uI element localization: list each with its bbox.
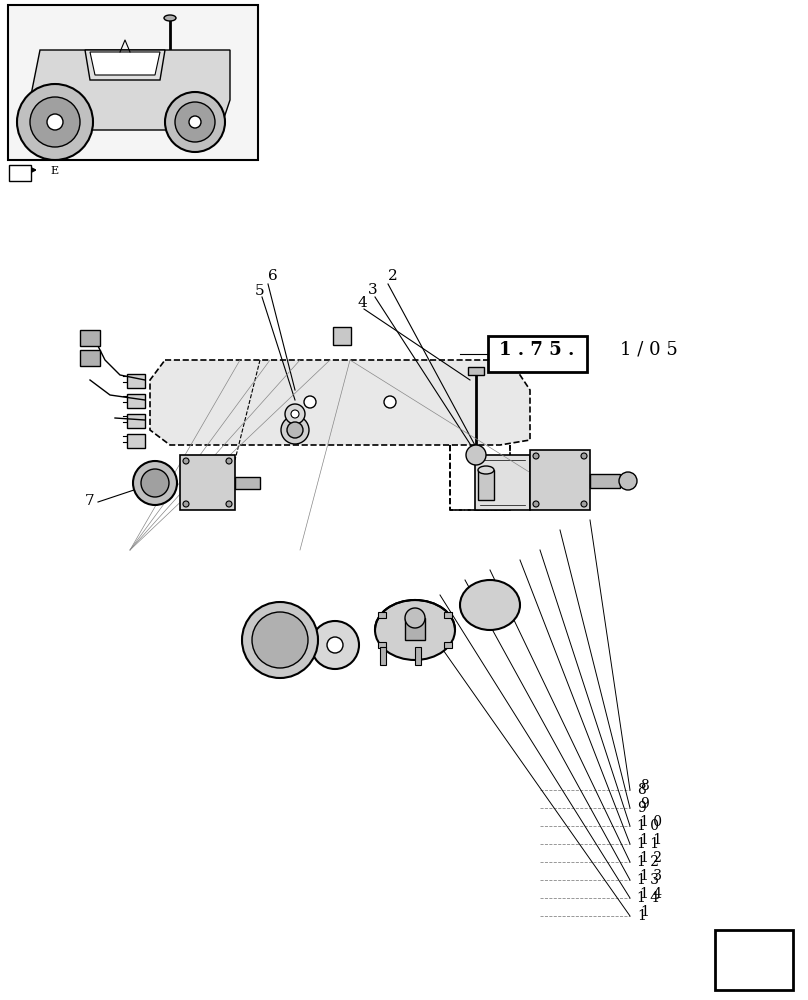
Circle shape <box>281 416 309 444</box>
Circle shape <box>304 396 316 408</box>
Circle shape <box>226 458 232 464</box>
Bar <box>590 474 620 488</box>
Bar <box>468 367 484 375</box>
Bar <box>180 455 235 510</box>
Circle shape <box>252 612 308 668</box>
Text: 1 4: 1 4 <box>640 887 662 901</box>
Circle shape <box>183 501 189 507</box>
Text: 1 0: 1 0 <box>637 819 659 833</box>
Circle shape <box>285 404 305 424</box>
Bar <box>127 434 145 448</box>
Text: 1 / 0 5: 1 / 0 5 <box>620 341 678 359</box>
Bar <box>415 647 421 665</box>
Circle shape <box>533 501 539 507</box>
Text: 1 1: 1 1 <box>640 833 662 847</box>
Text: 1 3: 1 3 <box>640 869 662 883</box>
Text: 6: 6 <box>268 269 278 283</box>
Text: E: E <box>50 166 58 176</box>
Text: 7: 7 <box>85 494 95 508</box>
Bar <box>444 642 452 648</box>
Circle shape <box>189 116 201 128</box>
Circle shape <box>141 469 169 497</box>
Circle shape <box>311 621 359 669</box>
Ellipse shape <box>460 580 520 630</box>
Circle shape <box>533 453 539 459</box>
Circle shape <box>17 84 93 160</box>
Text: 8: 8 <box>640 779 649 793</box>
FancyBboxPatch shape <box>488 336 587 372</box>
Circle shape <box>287 422 303 438</box>
FancyBboxPatch shape <box>9 165 31 181</box>
Text: 1 0: 1 0 <box>640 815 662 829</box>
Text: 1 1: 1 1 <box>637 837 659 851</box>
Circle shape <box>291 410 299 418</box>
Bar <box>127 414 145 428</box>
Bar <box>235 477 260 489</box>
Bar <box>80 330 100 346</box>
Polygon shape <box>150 360 530 445</box>
Circle shape <box>405 608 425 628</box>
Bar <box>127 394 145 408</box>
Text: 1 2: 1 2 <box>640 851 662 865</box>
Circle shape <box>30 97 80 147</box>
Text: 1 . 7 5 .: 1 . 7 5 . <box>499 341 574 359</box>
Circle shape <box>581 453 587 459</box>
Ellipse shape <box>164 15 176 21</box>
Bar <box>380 647 386 665</box>
Text: 1: 1 <box>640 905 649 919</box>
Text: 5: 5 <box>255 284 265 298</box>
Text: 9: 9 <box>640 797 649 811</box>
Text: 2: 2 <box>388 269 398 283</box>
Bar <box>378 612 386 618</box>
Text: 3: 3 <box>368 283 377 297</box>
Circle shape <box>581 501 587 507</box>
Text: 1 2: 1 2 <box>637 855 659 869</box>
Text: 1 3: 1 3 <box>637 873 659 887</box>
Polygon shape <box>85 50 165 80</box>
Circle shape <box>133 461 177 505</box>
Circle shape <box>242 602 318 678</box>
Bar <box>378 642 386 648</box>
Circle shape <box>384 396 396 408</box>
Bar <box>80 350 100 366</box>
Text: 1: 1 <box>637 909 646 923</box>
Text: 9: 9 <box>637 801 646 815</box>
Circle shape <box>47 114 63 130</box>
Ellipse shape <box>375 600 455 660</box>
Circle shape <box>466 445 486 465</box>
Text: 8: 8 <box>637 783 646 797</box>
Bar <box>530 450 590 510</box>
Ellipse shape <box>478 466 494 474</box>
Circle shape <box>226 501 232 507</box>
Circle shape <box>165 92 225 152</box>
Text: 4: 4 <box>357 296 367 310</box>
Circle shape <box>619 472 637 490</box>
Bar <box>405 618 425 640</box>
Polygon shape <box>30 50 230 130</box>
Polygon shape <box>90 52 160 75</box>
Text: 1 4: 1 4 <box>637 891 659 905</box>
Bar <box>478 470 494 500</box>
Circle shape <box>183 458 189 464</box>
Bar <box>8 5 258 160</box>
Bar <box>333 327 351 345</box>
Circle shape <box>327 637 343 653</box>
Bar <box>715 930 793 990</box>
Bar <box>444 612 452 618</box>
Bar <box>127 374 145 388</box>
Bar <box>475 455 530 510</box>
Circle shape <box>175 102 215 142</box>
